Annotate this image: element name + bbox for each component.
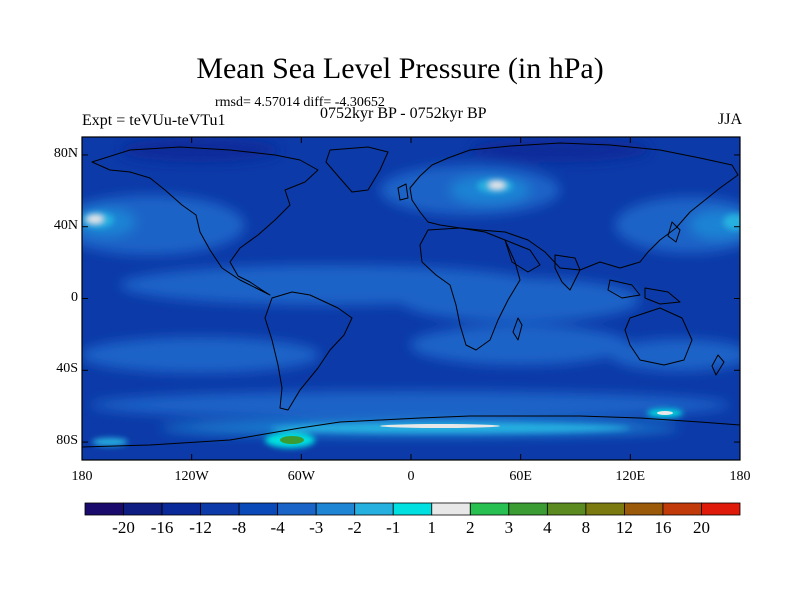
lon-label: 180 xyxy=(71,469,93,484)
lat-label: 40S xyxy=(56,361,78,377)
axis-ticks xyxy=(81,137,741,460)
colorbar-label: -1 xyxy=(386,518,401,537)
colorbar-swatch xyxy=(469,502,510,516)
experiment-label: Expt = teVUu-teVTu1 xyxy=(82,112,226,129)
colorbar-label: 20 xyxy=(692,518,710,537)
colorbar-label: -4 xyxy=(270,518,285,537)
lon-label: 60W xyxy=(287,469,315,484)
colorbar-swatch xyxy=(354,502,394,516)
coastlines xyxy=(81,142,741,448)
lon-label: 180 xyxy=(729,469,751,484)
colorbar-swatch xyxy=(701,502,741,516)
lon-label: 120W xyxy=(174,469,209,484)
lon-label: 120E xyxy=(615,469,646,484)
colorbar-swatch xyxy=(624,502,664,516)
colorbar-label: -20 xyxy=(112,518,135,537)
colorbar-swatch xyxy=(392,502,433,516)
stats-text: rmsd= 4.57014 diff= -4.30652 xyxy=(215,95,385,110)
colorbar-swatch xyxy=(84,502,124,516)
colorbar-label: 3 xyxy=(504,518,514,537)
colorbar-swatch xyxy=(277,502,317,516)
lat-label: 80S xyxy=(56,433,78,449)
colorbar-swatch xyxy=(161,502,201,516)
lon-label: 0 xyxy=(407,469,415,484)
season-label: JJA xyxy=(717,111,742,128)
colorbar-label: 16 xyxy=(654,518,672,537)
field-highs xyxy=(82,179,740,448)
lat-label: 0 xyxy=(71,289,78,305)
lon-label: 60E xyxy=(509,469,532,484)
colorbar-swatch xyxy=(315,502,356,516)
colorbar-label: -3 xyxy=(309,518,324,537)
colorbar-label: 8 xyxy=(581,518,591,537)
pressure-field xyxy=(82,137,740,460)
colorbar-label: -16 xyxy=(150,518,174,537)
colorbar-label: -2 xyxy=(347,518,362,537)
colorbar-swatch xyxy=(123,502,163,516)
colorbar-label: 4 xyxy=(543,518,552,537)
colorbar-label: -8 xyxy=(232,518,247,537)
antarctic-positive-cell xyxy=(280,436,304,444)
colorbar-label: 12 xyxy=(615,518,633,537)
colorbar-swatch xyxy=(546,502,587,516)
colorbar-label: -12 xyxy=(189,518,212,537)
colorbar-swatch xyxy=(431,502,471,516)
lat-label: 80N xyxy=(53,145,78,161)
colorbar-label: 2 xyxy=(466,518,475,537)
colorbar-swatch xyxy=(238,502,279,516)
colorbar-label: 1 xyxy=(427,518,437,537)
colorbar-swatch xyxy=(662,502,702,516)
period-label: 0752kyr BP - 0752kyr BP xyxy=(320,105,487,122)
colorbar-swatch xyxy=(200,502,240,516)
colorbar xyxy=(84,502,741,516)
map-title: Mean Sea Level Pressure (in hPa) xyxy=(196,52,604,85)
colorbar-swatch xyxy=(508,502,548,516)
field-anomalies xyxy=(82,138,740,436)
colorbar-swatch xyxy=(585,502,625,516)
lat-label: 40N xyxy=(53,217,78,233)
